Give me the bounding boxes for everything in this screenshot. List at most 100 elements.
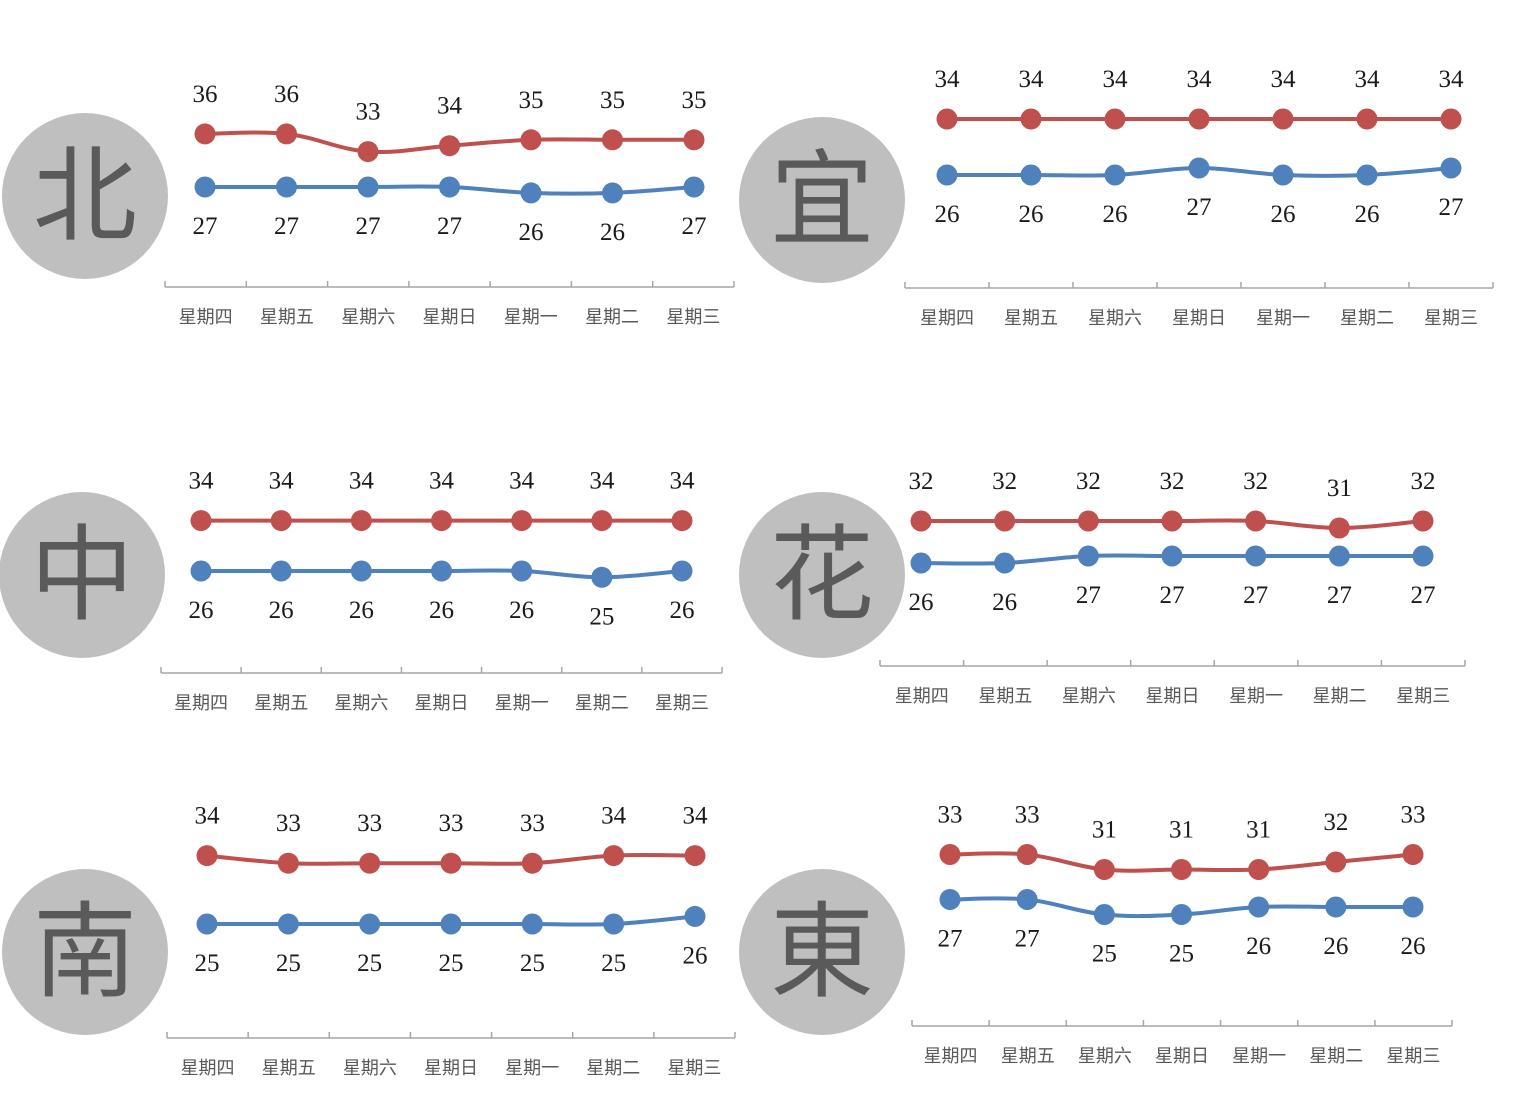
x-tick-label: 星期五 xyxy=(1001,1046,1055,1067)
high-temp-point xyxy=(939,844,961,865)
low-temp-label: 27 xyxy=(1243,582,1268,609)
low-temp-label: 26 xyxy=(683,942,708,969)
low-temp-point xyxy=(1412,545,1434,567)
x-tick-label: 星期四 xyxy=(179,307,233,328)
high-temp-label: 34 xyxy=(1271,66,1297,93)
low-temp-point xyxy=(521,913,543,935)
low-temp-label: 26 xyxy=(935,201,960,228)
low-temp-label: 26 xyxy=(509,597,534,624)
low-temp-point xyxy=(1325,896,1347,918)
low-temp-point xyxy=(359,913,381,935)
low-temp-label: 26 xyxy=(909,589,934,616)
low-temp-label: 27 xyxy=(1411,582,1436,609)
city-circle xyxy=(739,492,905,658)
low-temp-label: 27 xyxy=(193,213,218,240)
x-tick-label: 星期四 xyxy=(924,1046,978,1067)
low-temp-point xyxy=(1077,545,1099,567)
x-tick-label: 星期二 xyxy=(585,307,639,328)
low-temp-label: 25 xyxy=(276,950,301,977)
high-temp-point xyxy=(910,510,932,532)
high-temp-label: 33 xyxy=(439,810,464,837)
high-temp-point xyxy=(521,852,543,874)
low-temp-point xyxy=(602,182,623,204)
x-tick-label: 星期五 xyxy=(254,693,308,714)
low-temp-point xyxy=(1440,157,1462,179)
high-temp-label: 34 xyxy=(437,93,463,120)
x-tick-label: 星期三 xyxy=(1424,308,1478,329)
high-temp-point xyxy=(1402,844,1424,865)
high-temp-label: 34 xyxy=(683,803,709,830)
x-tick-label: 星期六 xyxy=(1078,1046,1132,1067)
x-tick-label: 星期三 xyxy=(1386,1046,1440,1067)
low-temp-point xyxy=(520,182,542,204)
city-circle xyxy=(0,492,165,658)
high-temp-point xyxy=(1245,510,1267,532)
low-temp-label: 26 xyxy=(269,597,294,624)
high-temp-label: 34 xyxy=(589,468,615,495)
low-temp-point xyxy=(1248,896,1270,918)
low-temp-label: 26 xyxy=(1401,933,1426,960)
low-temp-point xyxy=(439,176,460,198)
high-temp-label: 34 xyxy=(601,803,627,830)
high-temp-point xyxy=(936,108,958,130)
high-temp-label: 34 xyxy=(349,468,375,495)
high-temp-label: 34 xyxy=(1019,66,1045,93)
x-tick-label: 星期一 xyxy=(1232,1046,1286,1067)
x-tick-label: 星期三 xyxy=(655,693,709,714)
x-tick-label: 星期一 xyxy=(1256,308,1310,329)
high-temp-point xyxy=(1328,517,1350,539)
high-temp-label: 32 xyxy=(1160,468,1185,495)
low-temp-point xyxy=(511,560,533,582)
high-temp-label: 31 xyxy=(1327,475,1352,502)
high-temp-label: 33 xyxy=(357,810,382,837)
high-temp-label: 33 xyxy=(1015,802,1040,829)
x-tick-label: 星期五 xyxy=(1004,308,1058,329)
x-tick-label: 星期一 xyxy=(505,1058,559,1079)
high-temp-label: 34 xyxy=(670,468,696,495)
high-temp-point xyxy=(994,510,1016,532)
high-temp-label: 36 xyxy=(193,81,218,108)
low-temp-point xyxy=(1328,545,1350,567)
high-temp-point xyxy=(1188,108,1210,130)
low-temp-point xyxy=(910,552,932,574)
low-temp-label: 26 xyxy=(1355,201,1380,228)
high-temp-point xyxy=(1077,510,1099,532)
low-temp-label: 27 xyxy=(1187,194,1212,221)
city-circle xyxy=(2,869,168,1035)
x-tick-label: 星期一 xyxy=(504,307,558,328)
x-tick-label: 星期六 xyxy=(341,307,395,328)
high-temp-label: 36 xyxy=(274,81,299,108)
low-temp-point xyxy=(270,560,292,582)
low-temp-label: 25 xyxy=(589,603,614,630)
low-temp-label: 26 xyxy=(670,597,695,624)
high-temp-point xyxy=(520,129,542,151)
low-temp-label: 25 xyxy=(601,950,626,977)
x-tick-label: 星期二 xyxy=(586,1058,640,1079)
high-temp-label: 33 xyxy=(276,810,301,837)
x-tick-label: 星期五 xyxy=(260,307,314,328)
high-temp-label: 35 xyxy=(600,87,625,114)
low-temp-label: 26 xyxy=(1103,201,1128,228)
high-temp-label: 32 xyxy=(1323,809,1348,836)
low-temp-label: 25 xyxy=(1092,941,1117,968)
high-temp-point xyxy=(431,510,452,532)
high-temp-label: 32 xyxy=(909,468,934,495)
high-temp-point xyxy=(683,129,705,151)
high-temp-label: 35 xyxy=(519,87,544,114)
low-temp-label: 25 xyxy=(195,950,220,977)
high-temp-label: 34 xyxy=(429,468,455,495)
low-temp-point xyxy=(1272,164,1294,186)
x-tick-label: 星期三 xyxy=(667,1058,721,1079)
low-temp-point xyxy=(1356,164,1378,186)
low-temp-label: 27 xyxy=(1439,194,1464,221)
x-tick-label: 星期三 xyxy=(666,307,720,328)
high-temp-point xyxy=(1093,859,1115,880)
low-temp-label: 26 xyxy=(1246,933,1271,960)
low-temp-point xyxy=(603,913,625,935)
x-tick-label: 星期一 xyxy=(495,693,549,714)
x-tick-label: 星期日 xyxy=(1155,1046,1209,1067)
high-temp-point xyxy=(684,845,706,867)
high-temp-label: 34 xyxy=(195,803,221,830)
